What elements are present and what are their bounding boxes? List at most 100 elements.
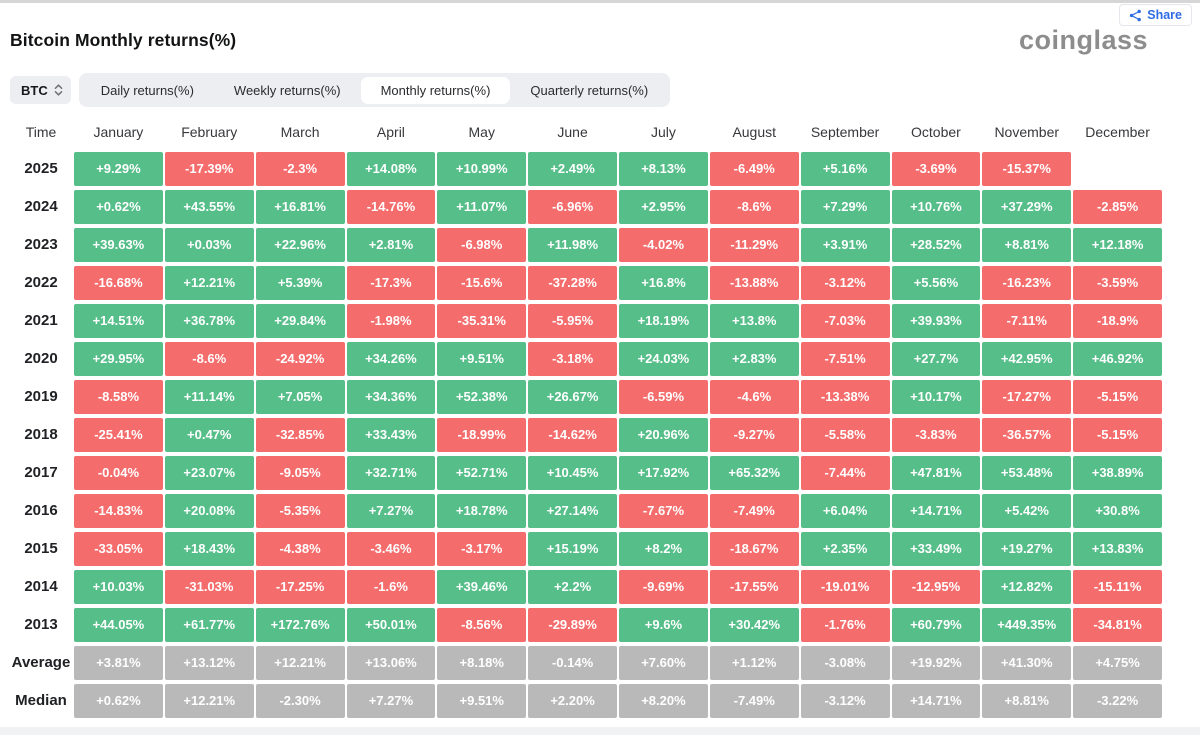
row-label: 2024 <box>24 198 58 215</box>
return-cell: +16.81% <box>255 190 345 224</box>
row-label: 2017 <box>24 464 58 481</box>
return-cell: +20.08% <box>164 494 254 528</box>
return-cell: -24.92% <box>255 342 345 376</box>
return-cell: +0.47% <box>164 418 254 452</box>
return-cell: -11.29% <box>709 228 799 262</box>
month-column-header: June <box>557 124 588 140</box>
return-cell: +27.14% <box>528 494 617 528</box>
return-cell: +41.30% <box>982 646 1072 680</box>
tab-monthly[interactable]: Monthly returns(%) <box>360 76 511 104</box>
return-cell: +50.01% <box>346 608 436 642</box>
row-label: Median <box>15 692 67 709</box>
return-cell: +23.07% <box>164 456 254 490</box>
return-cell: +18.78% <box>437 494 527 528</box>
return-cell: -8.6% <box>164 342 254 376</box>
return-cell: +20.96% <box>619 418 708 452</box>
return-cell: +37.29% <box>982 190 1072 224</box>
return-cell: +17.92% <box>619 456 708 490</box>
return-cell: -3.17% <box>437 532 527 566</box>
return-cell: -36.57% <box>982 418 1072 452</box>
return-cell: -9.69% <box>619 570 708 604</box>
return-cell: +7.60% <box>619 646 708 680</box>
month-column-header: September <box>810 124 880 140</box>
return-cell: +7.27% <box>346 684 436 718</box>
tab-daily[interactable]: Daily returns(%) <box>81 77 214 104</box>
return-cell: +33.49% <box>891 532 981 566</box>
return-cell: -19.01% <box>800 570 890 604</box>
return-cell: +33.43% <box>346 418 436 452</box>
return-cell: +9.51% <box>437 342 527 376</box>
return-cell: +22.96% <box>255 228 345 262</box>
return-cell: -7.49% <box>709 684 799 718</box>
return-cell: +29.84% <box>255 304 345 338</box>
return-cell: +2.83% <box>709 342 799 376</box>
row-label: 2015 <box>24 540 58 557</box>
row-label: 2025 <box>24 160 58 177</box>
return-cell: -2.30% <box>255 684 345 718</box>
return-cell: -1.76% <box>800 608 890 642</box>
return-cell: -13.38% <box>800 380 890 414</box>
return-cell: +16.8% <box>619 266 708 300</box>
share-button-label: Share <box>1147 8 1182 22</box>
return-cell: -32.85% <box>255 418 345 452</box>
return-cell: +15.19% <box>528 532 617 566</box>
return-cell: +52.38% <box>437 380 527 414</box>
page-title: Bitcoin Monthly returns(%) <box>10 30 237 50</box>
symbol-selector[interactable]: BTC <box>10 76 71 104</box>
row-label: 2020 <box>24 350 58 367</box>
return-cell: +39.63% <box>74 228 163 262</box>
row-label: 2016 <box>24 502 58 519</box>
share-icon <box>1130 9 1142 21</box>
return-cell: +7.29% <box>800 190 890 224</box>
return-cell: -3.83% <box>891 418 981 452</box>
share-button[interactable]: Share <box>1119 4 1192 26</box>
table-row: 2017 -0.04% +23.07% -9.05% +32.71% +52.71% +10… <box>10 456 1162 490</box>
row-label: 2021 <box>24 312 58 329</box>
symbol-selector-label: BTC <box>21 82 48 98</box>
return-cell: +0.62% <box>74 190 163 224</box>
tab-quarterly[interactable]: Quarterly returns(%) <box>510 77 668 104</box>
month-column-header: March <box>280 124 320 140</box>
return-cell: -6.59% <box>619 380 708 414</box>
return-cell: +14.71% <box>891 684 981 718</box>
return-cell: -15.6% <box>437 266 527 300</box>
return-cell: +19.92% <box>891 646 981 680</box>
return-cell: +6.04% <box>800 494 890 528</box>
return-cell: +8.18% <box>437 646 527 680</box>
return-cell: -1.6% <box>346 570 436 604</box>
return-cell: +44.05% <box>74 608 163 642</box>
return-cell: -4.38% <box>255 532 345 566</box>
table-row: 2018 -25.41% +0.47% -32.85% +33.43% -18.99% -1… <box>10 418 1162 452</box>
table-row: 2021 +14.51% +36.78% +29.84% -1.98% -35.31% -5… <box>10 304 1162 338</box>
toolbar: BTC Daily returns(%) Weekly returns(%) Mon… <box>10 73 1200 107</box>
return-cell: -3.18% <box>528 342 617 376</box>
return-cell: -17.55% <box>709 570 799 604</box>
return-cell: -0.04% <box>74 456 163 490</box>
tab-weekly[interactable]: Weekly returns(%) <box>214 77 361 104</box>
return-cell: -3.12% <box>800 684 890 718</box>
table-row: Average +3.81% +13.12% +12.21% +13.06% +8.18%… <box>10 646 1162 680</box>
return-cell: +26.67% <box>528 380 617 414</box>
return-cell: -14.83% <box>74 494 163 528</box>
return-cell: +7.27% <box>346 494 436 528</box>
return-cell: +13.12% <box>164 646 254 680</box>
return-cell: +29.95% <box>74 342 163 376</box>
return-cell: -5.15% <box>1073 380 1162 414</box>
return-cell: -33.05% <box>74 532 163 566</box>
return-cell: +39.93% <box>891 304 981 338</box>
return-cell: +2.49% <box>528 152 617 186</box>
return-cell: -2.3% <box>255 152 345 186</box>
return-cell: +10.76% <box>891 190 981 224</box>
return-cell: +39.46% <box>437 570 527 604</box>
return-cell: -18.67% <box>709 532 799 566</box>
coinglass-logo: coinglass <box>1018 25 1148 55</box>
return-cell: +28.52% <box>891 228 981 262</box>
table-row: 2023 +39.63% +0.03% +22.96% +2.81% -6.98% +11.… <box>10 228 1162 262</box>
return-cell: +10.45% <box>528 456 617 490</box>
return-cell: +12.21% <box>164 684 254 718</box>
return-cell: -34.81% <box>1073 608 1162 642</box>
return-cell: +12.21% <box>255 646 345 680</box>
return-cell: -8.6% <box>709 190 799 224</box>
return-cell: +43.55% <box>164 190 254 224</box>
